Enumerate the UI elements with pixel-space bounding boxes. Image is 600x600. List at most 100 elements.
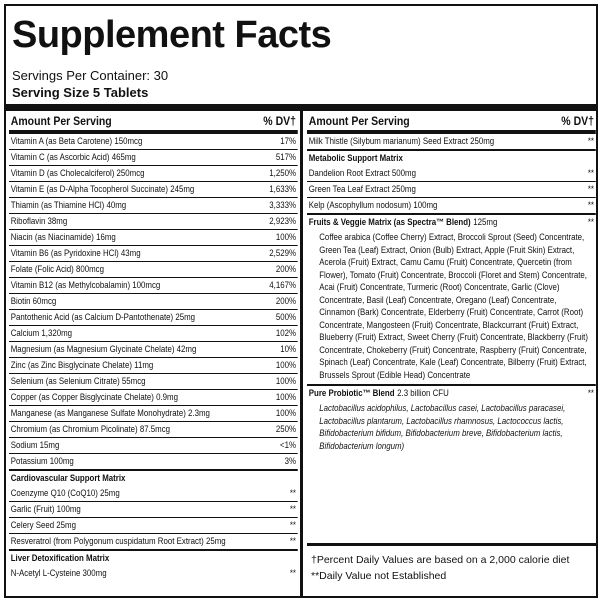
nutrient-row: Kelp (Ascophyllum nodosum) 100mg **: [307, 197, 596, 213]
strain-list: Lactobacillus acidophilus, Lactobacillus…: [319, 403, 566, 451]
nutrient-name: Dandelion Root Extract 500mg: [308, 168, 417, 178]
daily-value: 3,333%: [269, 200, 296, 210]
daily-value: **: [289, 488, 296, 498]
right-column: Amount Per Serving % DV† Milk Thistle (Sil…: [307, 111, 596, 455]
blend-label: Fruits & Veggie Matrix (as Spectra™ Blen…: [309, 215, 498, 230]
amount-header: Amount Per Serving: [10, 114, 112, 128]
daily-value: 517%: [275, 152, 296, 162]
daily-value: 100%: [275, 376, 296, 386]
daily-value: 500%: [275, 312, 296, 322]
daily-value: 2,923%: [269, 216, 296, 226]
nutrient-row: Chromium (as Chromium Picolinate) 87.5mc…: [9, 421, 298, 437]
daily-value: 200%: [275, 296, 296, 306]
nutrient-row: Calcium 1,320mg 102%: [9, 325, 298, 341]
daily-value: **: [587, 168, 594, 178]
footnotes: †Percent Daily Values are based on a 2,0…: [307, 543, 596, 584]
nutrient-row: Copper (as Copper Bisglycinate Chelate) …: [9, 389, 298, 405]
daily-value: <1%: [280, 440, 296, 450]
nutrient-name: Niacin (as Niacinamide) 16mg: [10, 232, 116, 242]
daily-value: 100%: [275, 360, 296, 370]
nutrient-row: Potassium 100mg 3%: [9, 453, 298, 469]
nutrient-name: Vitamin B6 (as Pyridoxine HCl) 43mg: [10, 248, 141, 258]
nutrient-name: Thiamin (as Thiamine HCl) 40mg: [10, 200, 127, 210]
nutrient-row: Thiamin (as Thiamine HCl) 40mg 3,333%: [9, 197, 298, 213]
nutrient-row: Dandelion Root Extract 500mg **: [307, 166, 596, 181]
section-heading: Liver Detoxification Matrix: [9, 549, 298, 566]
daily-value: 3%: [284, 456, 296, 466]
thick-rule: [6, 104, 596, 111]
nutrient-row: Riboflavin 38mg 2,923%: [9, 213, 298, 229]
amount-header: Amount Per Serving: [308, 114, 410, 128]
servings-per-container: Servings Per Container: 30: [12, 68, 169, 83]
nutrient-name: Green Tea Leaf Extract 250mg: [308, 184, 416, 194]
nutrient-row: Vitamin C (as Ascorbic Acid) 465mg 517%: [9, 149, 298, 165]
section-heading: Metabolic Support Matrix: [307, 149, 596, 166]
nutrient-row: Biotin 60mcg 200%: [9, 293, 298, 309]
footnote: †Percent Daily Values are based on a 2,0…: [311, 554, 570, 566]
nutrient-name: Kelp (Ascophyllum nodosum) 100mg: [308, 200, 438, 210]
column-header: Amount Per Serving % DV†: [307, 111, 596, 133]
daily-value: 100%: [275, 392, 296, 402]
nutrient-name: N-Acetyl L-Cysteine 300mg: [10, 568, 107, 578]
nutrient-row: Sodium 15mg <1%: [9, 437, 298, 453]
nutrient-row: Vitamin D (as Cholecalciferol) 250mcg 1,2…: [9, 165, 298, 181]
nutrient-name: Milk Thistle (Silybum marianum) Seed Ext…: [308, 136, 495, 146]
nutrient-name: Celery Seed 25mg: [10, 520, 76, 530]
nutrient-row: Coenzyme Q10 (CoQ10) 25mg **: [9, 486, 298, 501]
nutrient-row: N-Acetyl L-Cysteine 300mg **: [9, 566, 298, 581]
daily-value: 1,250%: [269, 168, 296, 178]
blend-name: Fruits & Veggie Matrix (as Spectra™ Blen…: [308, 217, 471, 227]
daily-value: **: [289, 504, 296, 514]
blend-row: Pure Probiotic™ Blend 2.3 billion CFU **: [307, 384, 596, 401]
nutrient-name: Vitamin C (as Ascorbic Acid) 465mg: [10, 152, 136, 162]
nutrient-name: Selenium (as Selenium Citrate) 55mcg: [10, 376, 146, 386]
nutrient-name: Chromium (as Chromium Picolinate) 87.5mc…: [10, 424, 171, 434]
daily-value: **: [289, 568, 296, 578]
nutrient-row: Manganese (as Manganese Sulfate Monohydr…: [9, 405, 298, 421]
nutrient-name: Copper (as Copper Bisglycinate Chelate) …: [10, 392, 178, 402]
daily-value: 4,167%: [269, 280, 296, 290]
blend-amount: 2.3 billion CFU: [397, 388, 449, 398]
nutrient-name: Garlic (Fruit) 100mg: [10, 504, 81, 514]
nutrient-row: Milk Thistle (Silybum marianum) Seed Ext…: [307, 133, 596, 149]
column-header: Amount Per Serving % DV†: [9, 111, 298, 133]
daily-value: **: [289, 520, 296, 530]
nutrient-name: Magnesium (as Magnesium Glycinate Chelat…: [10, 344, 197, 354]
title: Supplement Facts: [12, 14, 332, 56]
daily-value: **: [289, 536, 296, 546]
nutrient-name: Potassium 100mg: [10, 456, 74, 466]
daily-value: 100%: [275, 232, 296, 242]
nutrient-name: Biotin 60mcg: [10, 296, 57, 306]
blend-label: Pure Probiotic™ Blend 2.3 billion CFU: [309, 386, 449, 401]
daily-value: **: [587, 136, 594, 146]
nutrient-name: Vitamin B12 (as Methylcobalamin) 100mcg: [10, 280, 161, 290]
daily-value: **: [587, 388, 594, 398]
nutrient-name: Coenzyme Q10 (CoQ10) 25mg: [10, 488, 120, 498]
nutrient-row: Folate (Folic Acid) 800mcg 200%: [9, 261, 298, 277]
section-heading: Cardiovascular Support Matrix: [9, 469, 298, 486]
nutrient-row: Pantothenic Acid (as Calcium D-Pantothen…: [9, 309, 298, 325]
nutrient-row: Zinc (as Zinc Bisglycinate Chelate) 11mg…: [9, 357, 298, 373]
nutrient-row: Resveratrol (from Polygonum cuspidatum R…: [9, 533, 298, 549]
nutrient-row: Vitamin B12 (as Methylcobalamin) 100mcg 4…: [9, 277, 298, 293]
serving-size: Serving Size 5 Tablets: [12, 85, 149, 100]
ingredient-list: Coffee arabica (Coffee Cherry) Extract, …: [319, 232, 588, 380]
nutrient-row: Vitamin B6 (as Pyridoxine HCl) 43mg 2,529…: [9, 245, 298, 261]
nutrient-row: Green Tea Leaf Extract 250mg **: [307, 181, 596, 197]
nutrient-row: Vitamin A (as Beta Carotene) 150mcg 17%: [9, 133, 298, 149]
footnote: **Daily Value not Established: [311, 570, 447, 582]
daily-value: **: [587, 217, 594, 227]
nutrient-name: Riboflavin 38mg: [10, 216, 68, 226]
nutrient-name: Folate (Folic Acid) 800mcg: [10, 264, 104, 274]
daily-value: 17%: [280, 136, 296, 146]
daily-value: **: [587, 184, 594, 194]
nutrient-row: Selenium (as Selenium Citrate) 55mcg 100%: [9, 373, 298, 389]
dv-header: % DV†: [561, 114, 594, 128]
daily-value: 102%: [275, 328, 296, 338]
nutrient-name: Vitamin D (as Cholecalciferol) 250mcg: [10, 168, 145, 178]
blend-name: Pure Probiotic™ Blend: [308, 388, 395, 398]
nutrient-name: Sodium 15mg: [10, 440, 60, 450]
nutrient-name: Calcium 1,320mg: [10, 328, 73, 338]
blend-amount: 125mg: [473, 217, 498, 227]
daily-value: 250%: [275, 424, 296, 434]
